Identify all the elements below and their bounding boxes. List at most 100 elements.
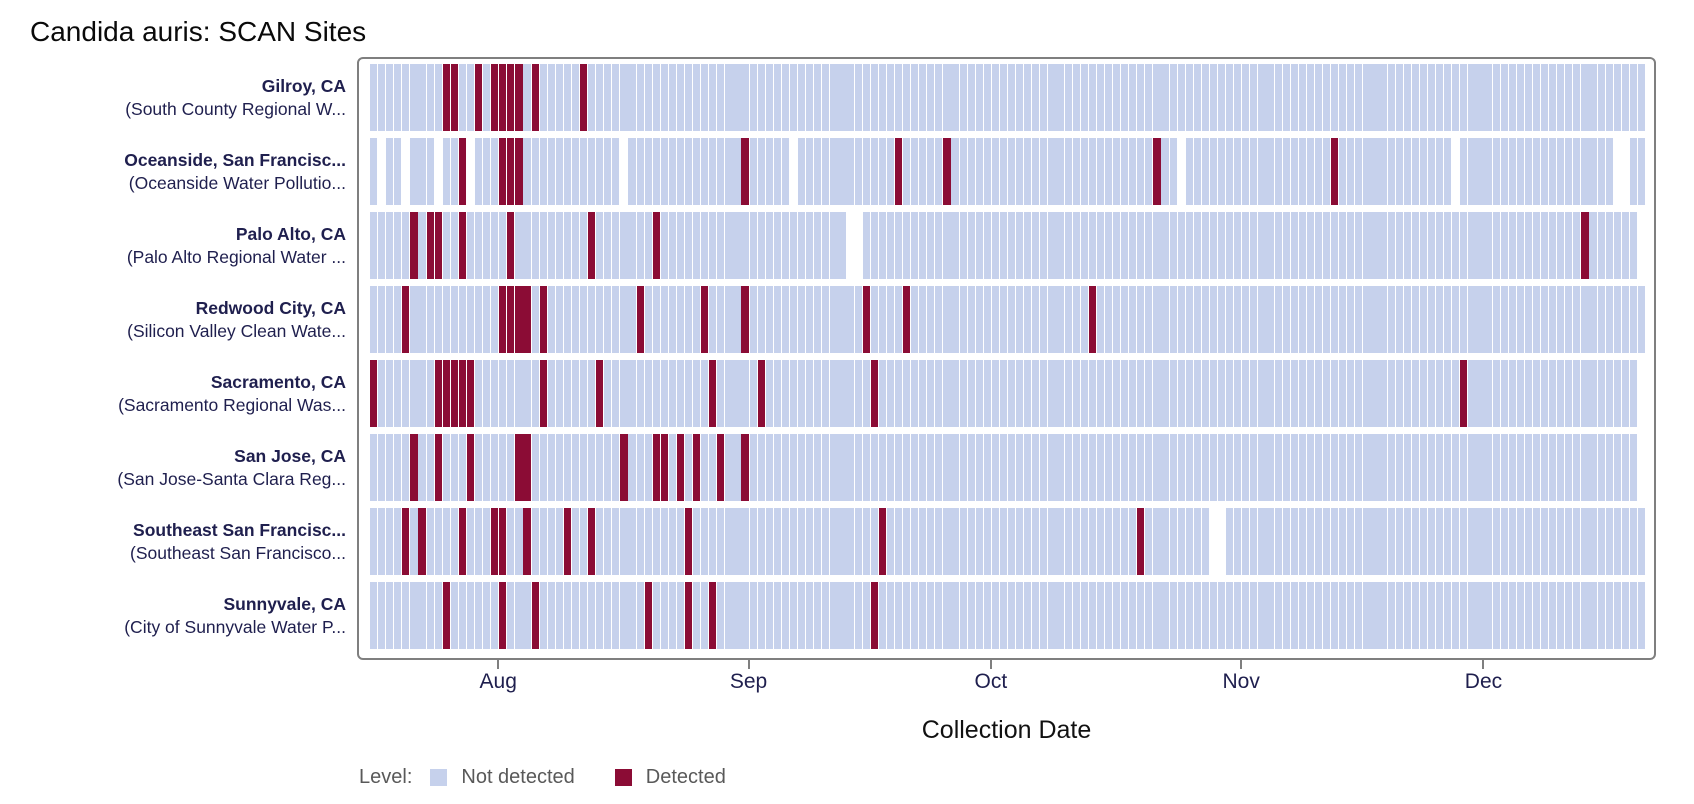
tile-not-detected [1112,64,1121,131]
tile-not-detected [870,138,878,205]
tile-not-detected [1016,138,1024,205]
tile-not-detected [1387,360,1395,427]
tile-not-detected [1637,138,1646,205]
tile-not-detected [781,212,790,279]
tile-not-detected [822,582,830,649]
tile-not-detected [1629,138,1638,205]
tile-not-detected [1605,64,1613,131]
tile-not-detected [1629,360,1638,427]
tile-not-detected [1185,360,1193,427]
tile-not-detected [1008,138,1016,205]
tile-not-detected [951,360,959,427]
tile-not-detected [991,508,1000,575]
tile-not-detected [1508,212,1516,279]
tile-not-detected [1088,434,1096,501]
tile-not-detected [491,212,499,279]
tile-not-detected [1306,360,1314,427]
tile-not-detected [1185,64,1193,131]
tile-not-detected [668,138,676,205]
tile-not-detected [1379,138,1387,205]
tile-not-detected [765,138,773,205]
tile-not-detected [693,64,701,131]
tile-not-detected [886,508,895,575]
tile-detected [491,64,499,131]
tile-not-detected [765,212,773,279]
tile-not-detected [1048,434,1056,501]
tile-not-detected [717,360,725,427]
tile-not-detected [806,508,814,575]
tile-not-detected [1468,582,1476,649]
tile-not-detected [1573,138,1581,205]
tile-not-detected [846,360,854,427]
row-label: San Jose, CA (San Jose-Santa Clara Reg... [6,444,346,490]
tile-not-detected [620,360,628,427]
tile-not-detected [378,212,386,279]
axis-tick-label: Aug [479,670,517,693]
tile-not-detected [959,64,967,131]
tile-not-detected [1161,138,1169,205]
tile-detected [515,434,523,501]
tile-not-detected [1322,286,1331,353]
tile-not-detected [1040,508,1048,575]
tile-not-detected [1234,286,1242,353]
tile-not-detected [1112,360,1121,427]
tile-detected [434,434,442,501]
tile-not-detected [466,212,475,279]
tile-not-detected [491,360,499,427]
tile-not-detected [733,434,741,501]
tile-not-detected [757,138,765,205]
tile-not-detected [1484,582,1492,649]
tile-not-detected [378,360,386,427]
site-city: Sunnyvale, CA [223,593,346,614]
tile-not-detected [1024,508,1032,575]
tile-detected [652,434,660,501]
tile-not-detected [1185,434,1193,501]
tile-not-detected [1177,360,1185,427]
tile-not-detected [1169,138,1177,205]
tile-not-detected [1508,508,1516,575]
row-label: Southeast San Francisc... (Southeast San … [6,518,346,564]
tile-not-detected [450,212,458,279]
tile-not-detected [1314,212,1323,279]
tile-detected [709,360,717,427]
site-facility: (Southeast San Francisco... [130,542,346,563]
tile-not-detected [1524,508,1533,575]
tile-not-detected [1452,582,1460,649]
tile-not-detected [1436,212,1444,279]
tile-not-detected [1274,360,1282,427]
tile-not-detected [1452,286,1460,353]
tile-not-detected [628,64,636,131]
tile-not-detected [1129,360,1137,427]
tile-not-detected [1298,286,1306,353]
tile-not-detected [991,212,1000,279]
tile-not-detected [531,434,539,501]
tile-not-detected [935,286,943,353]
tile-not-detected [1403,138,1411,205]
tile-not-detected [935,64,943,131]
plot-panel [357,57,1656,660]
tile-not-detected [1096,434,1104,501]
tile-not-detected [571,508,580,575]
tile-not-detected [1500,360,1508,427]
tile-not-detected [1242,582,1250,649]
tile-not-detected [1524,286,1533,353]
tile-not-detected [1258,508,1266,575]
tile-not-detected [1436,360,1444,427]
tile-detected [741,286,749,353]
tile-not-detected [701,434,709,501]
tile-not-detected [1476,360,1484,427]
tile-not-detected [1193,434,1201,501]
tile-not-detected [814,360,822,427]
tile-not-detected [1541,360,1549,427]
tile-not-detected [1290,212,1298,279]
tile-not-detected [1032,360,1040,427]
tile-not-detected [798,434,806,501]
tile-detected [402,286,410,353]
tile-not-detected [1112,138,1121,205]
tile-not-detected [1355,360,1363,427]
tile-not-detected [1080,360,1088,427]
tile-not-detected [442,138,450,205]
tile-not-detected [1016,212,1024,279]
tile-not-detected [1476,64,1484,131]
tile-not-detected [967,138,975,205]
